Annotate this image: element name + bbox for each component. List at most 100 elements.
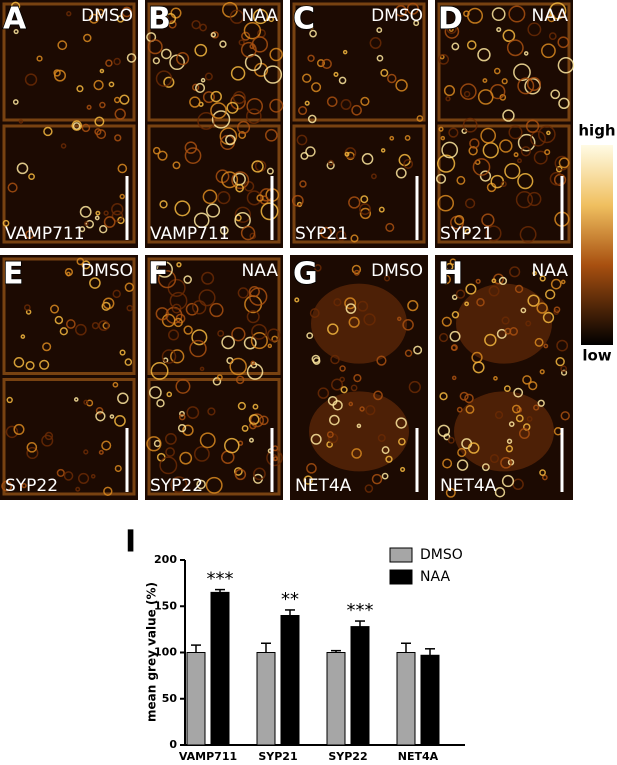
signal-spot — [359, 203, 371, 216]
signal-spot — [316, 59, 325, 68]
signal-spot — [103, 210, 109, 216]
signal-spot — [327, 395, 338, 406]
signal-spot — [480, 127, 497, 144]
signal-spot — [451, 42, 460, 51]
signal-spot — [327, 323, 339, 335]
signal-spot — [477, 47, 491, 62]
signal-spot — [108, 81, 115, 88]
signal-spot — [545, 289, 556, 300]
signal-spot — [317, 387, 330, 399]
signal-spot — [26, 446, 39, 460]
signal-spot — [329, 414, 340, 426]
signal-spot — [520, 307, 527, 314]
signal-spot — [121, 6, 133, 18]
treatment-label: NAA — [242, 261, 279, 281]
micrograph: H NAA NET4A — [435, 255, 573, 500]
y-tick-label: 200 — [154, 553, 177, 566]
micrograph: B NAA VAMP711 — [145, 0, 284, 248]
signal-spot — [550, 89, 561, 100]
signal-spot — [246, 97, 264, 115]
signal-spot — [119, 193, 125, 200]
signal-spot — [530, 130, 546, 147]
signal-spot — [518, 428, 530, 439]
signal-spot — [339, 365, 346, 372]
signal-spot — [348, 196, 361, 209]
signal-spot — [376, 54, 384, 62]
signal-spot — [403, 158, 414, 169]
signal-spot — [509, 327, 518, 336]
marker-label: VAMP711 — [5, 224, 85, 244]
signal-spot — [164, 432, 177, 445]
signal-spot — [26, 442, 38, 453]
signal-spot — [95, 406, 104, 415]
signal-spot — [211, 110, 231, 129]
signal-spot — [456, 175, 466, 185]
signal-spot — [163, 76, 175, 88]
signal-spot — [240, 225, 256, 241]
nucleus — [454, 391, 554, 472]
signal-spot — [376, 27, 383, 34]
signal-spot — [360, 195, 369, 204]
signal-spot — [240, 41, 257, 58]
signal-spot — [204, 72, 213, 81]
signal-spot — [377, 433, 386, 442]
signal-spot — [234, 468, 247, 481]
signal-spot — [148, 386, 162, 399]
signal-spot — [248, 437, 254, 443]
signal-spot — [467, 442, 480, 454]
signal-spot — [90, 473, 96, 479]
signal-spot — [95, 210, 101, 216]
signal-spot — [520, 146, 532, 157]
signal-spot — [260, 202, 279, 221]
signal-spot — [113, 57, 121, 66]
signal-spot — [246, 190, 262, 206]
signal-spot — [112, 289, 121, 299]
treatment-label: DMSO — [81, 261, 133, 281]
x-tick-label: NET4A — [398, 750, 439, 763]
panel-letter: H — [438, 257, 463, 292]
signal-spot — [243, 22, 262, 40]
signal-spot — [251, 36, 269, 53]
signal-spot — [209, 302, 224, 318]
signal-spot — [147, 39, 163, 55]
signal-spot — [508, 421, 515, 427]
signal-spot — [445, 96, 451, 102]
signal-spot — [501, 78, 508, 85]
signal-spot — [463, 10, 470, 17]
signal-spot — [310, 433, 322, 445]
signal-spot — [184, 147, 202, 164]
signal-spot — [200, 77, 206, 83]
signal-spot — [224, 437, 240, 454]
signal-spot — [191, 300, 207, 315]
signal-spot — [211, 31, 219, 39]
signal-spot — [451, 311, 460, 319]
signal-spot — [395, 79, 408, 92]
signal-spot — [547, 13, 556, 23]
signal-spot — [303, 475, 313, 485]
signal-spot — [173, 317, 183, 328]
signal-spot — [71, 120, 83, 131]
signal-spot — [266, 167, 274, 175]
signal-spot — [126, 53, 137, 63]
signal-spot — [465, 283, 477, 295]
signal-spot — [496, 27, 502, 33]
signal-spot — [342, 49, 348, 55]
signal-spot — [56, 468, 65, 477]
signal-spot — [179, 410, 185, 417]
signal-spot — [558, 97, 570, 110]
signal-spot — [216, 374, 223, 381]
signal-spot — [75, 486, 81, 492]
signal-spot — [544, 149, 551, 156]
signal-spot — [1, 480, 13, 492]
signal-spot — [245, 108, 262, 125]
signal-spot — [533, 404, 540, 411]
signal-spot — [539, 369, 545, 375]
signal-spot — [302, 73, 312, 83]
signal-spot — [101, 440, 112, 451]
signal-spot — [491, 7, 506, 22]
signal-spot — [86, 104, 92, 110]
signal-spot — [248, 287, 268, 306]
signal-spot — [194, 43, 208, 57]
signal-spot — [463, 90, 471, 98]
